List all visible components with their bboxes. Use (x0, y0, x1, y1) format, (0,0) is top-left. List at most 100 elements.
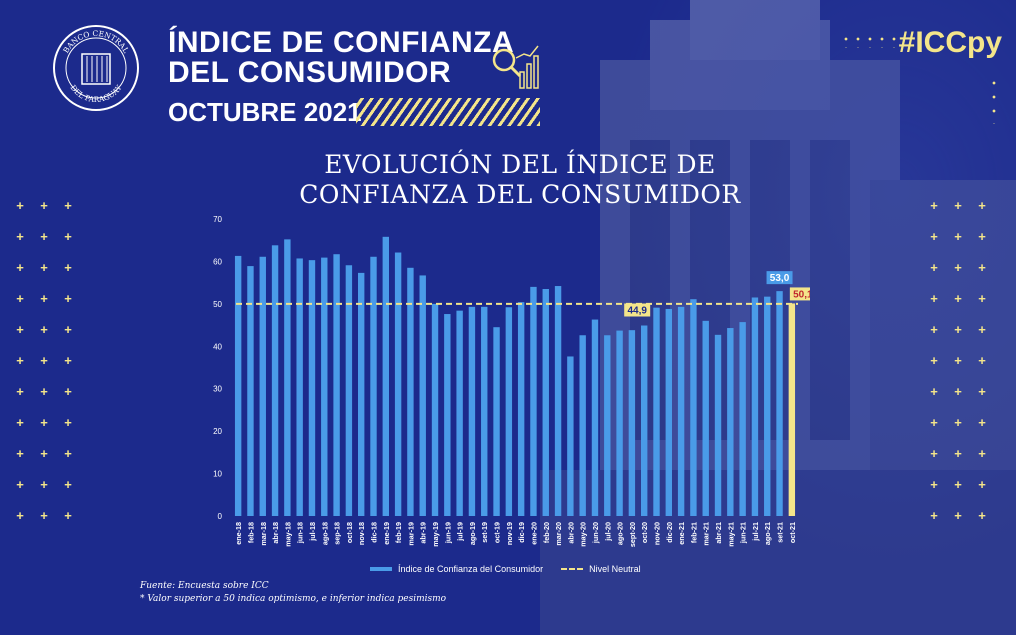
plus-mark: + (954, 229, 962, 244)
x-tick-label: set-19 (480, 522, 489, 543)
decorative-plus-grid-left: + + + + + + + + + + + + + + + + + + + + + + + + + + + + + + + + + (8, 198, 80, 544)
plus-mark: + (930, 508, 938, 523)
plus-mark: + (930, 291, 938, 306)
plus-mark: + (16, 415, 24, 430)
plus-mark: + (40, 198, 48, 213)
plus-mark: + (64, 322, 72, 337)
x-tick-label: may-20 (579, 522, 588, 547)
page-title-line2: DEL CONSUMIDOR (168, 56, 452, 89)
bar (517, 302, 525, 516)
hashtag-label: #ICCpy (898, 26, 1002, 59)
plus-mark: + (64, 477, 72, 492)
plus-mark: + (930, 198, 938, 213)
bar (530, 286, 537, 516)
plus-mark: + (40, 322, 48, 337)
plus-mark: + (978, 229, 986, 244)
report-month: OCTUBRE 2021 (168, 97, 362, 127)
x-tick-label: ago-20 (616, 522, 625, 545)
x-tick-label: ene-20 (529, 522, 538, 545)
background-building-image (540, 0, 1016, 635)
legend-swatch-neutral (561, 568, 584, 570)
bar (419, 275, 426, 516)
bar (579, 335, 586, 516)
logo-text-bottom: DEL PARAGUAY (68, 82, 124, 104)
x-tick-label: mar-18 (259, 522, 268, 546)
plus-mark: + (954, 415, 962, 430)
bar (259, 256, 266, 516)
bar (604, 335, 611, 516)
x-tick-label: may-19 (431, 522, 440, 547)
x-tick-label: oct-18 (345, 522, 354, 543)
bar (333, 254, 340, 517)
page-title-line1: ÍNDICE DE CONFIANZA (168, 26, 515, 59)
bar (481, 306, 488, 516)
plus-mark: + (978, 477, 986, 492)
x-tick-label: abr-21 (714, 522, 723, 544)
x-tick-label: set-21 (776, 522, 785, 543)
x-tick-label: nov-19 (505, 522, 514, 545)
plus-mark: + (64, 198, 72, 213)
plus-mark: + (978, 384, 986, 399)
chart-legend: Índice de Confianza del Consumidor Nivel… (370, 564, 641, 574)
plus-mark: + (40, 229, 48, 244)
x-tick-label: abr-19 (419, 522, 428, 544)
plus-mark: + (978, 260, 986, 275)
plus-mark: + (954, 198, 962, 213)
x-tick-label: jul-19 (456, 522, 465, 542)
x-tick-label: oct-21 (788, 522, 797, 543)
bar (554, 286, 562, 516)
legend-series-label: Índice de Confianza del Consumidor (398, 564, 544, 574)
bar (727, 328, 734, 516)
x-tick-label: ago-21 (763, 522, 772, 545)
plus-mark: + (954, 477, 962, 492)
plus-mark: + (64, 446, 72, 461)
plus-mark: + (954, 291, 962, 306)
plus-mark: + (954, 446, 962, 461)
x-tick-label: mar-21 (702, 522, 711, 546)
x-tick-label: mar-19 (406, 522, 415, 546)
plus-mark: + (64, 260, 72, 275)
data-label-box (624, 303, 651, 317)
bar (702, 320, 709, 516)
bar (776, 291, 783, 516)
bar (653, 307, 660, 516)
decorative-hatch (356, 98, 540, 126)
plus-mark: + (64, 415, 72, 430)
bar (542, 289, 549, 516)
bar (616, 330, 623, 516)
x-tick-label: feb-19 (394, 522, 403, 543)
legend-neutral-label: Nivel Neutral (589, 564, 641, 574)
x-tick-label: ago-18 (320, 522, 329, 545)
bar (690, 299, 697, 516)
plus-mark: + (954, 508, 962, 523)
plus-mark: + (64, 229, 72, 244)
bar (591, 319, 599, 516)
bar (640, 325, 648, 516)
footnote-note: * Valor superior a 50 indica optimismo, … (140, 594, 447, 604)
y-tick-label: 10 (213, 470, 222, 479)
plus-mark: + (978, 415, 986, 430)
data-label: 50,1 (793, 289, 810, 300)
decorative-dots-vertical (986, 76, 1002, 124)
bar (493, 327, 500, 516)
x-tick-label: jul-20 (603, 522, 612, 542)
x-tick-label: dic-20 (665, 522, 674, 543)
bar (284, 239, 291, 516)
plus-mark: + (930, 260, 938, 275)
plus-mark: + (16, 291, 24, 306)
x-tick-label: feb-21 (689, 522, 698, 543)
plus-mark: + (40, 291, 48, 306)
bar (456, 310, 463, 516)
x-tick-label: oct-20 (640, 522, 649, 543)
x-tick-label: nov-18 (357, 522, 366, 545)
x-tick-label: ago-19 (468, 522, 477, 545)
x-tick-label: sept-20 (628, 522, 637, 547)
x-tick-label: mar-20 (554, 522, 563, 546)
plus-mark: + (64, 291, 72, 306)
bar (468, 306, 476, 516)
plus-mark: + (978, 198, 986, 213)
x-tick-label: may-18 (283, 522, 292, 547)
bar (407, 267, 414, 516)
chart-title-line1: EVOLUCIÓN DEL ÍNDICE DE (324, 150, 716, 179)
